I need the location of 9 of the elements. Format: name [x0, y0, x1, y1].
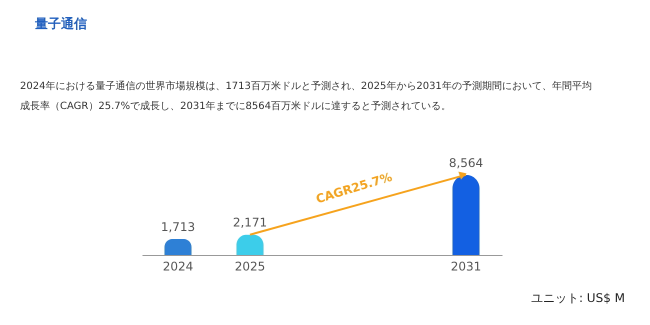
chart-title: 量子通信: [34, 16, 87, 32]
data-label: 8,564: [448, 156, 484, 170]
text: ユニット: US$ M: [530, 291, 625, 305]
x-tick-label: 2025: [234, 260, 266, 274]
x-tick-label: 2031: [450, 260, 482, 274]
data-label: 1,713: [160, 220, 196, 234]
data-label: 2,171: [232, 216, 268, 230]
chart-subtitle: 2024年における量子通信の世界市場規模は、1713百万米ドルと予測され、2025年から2031年の予測期間において、年間平均成長率（CAGR）25.7%で成長し、2031年までに8564百万米ドルに達すると予測されている。: [20, 80, 592, 112]
x-tick-label: 2024: [162, 260, 194, 274]
